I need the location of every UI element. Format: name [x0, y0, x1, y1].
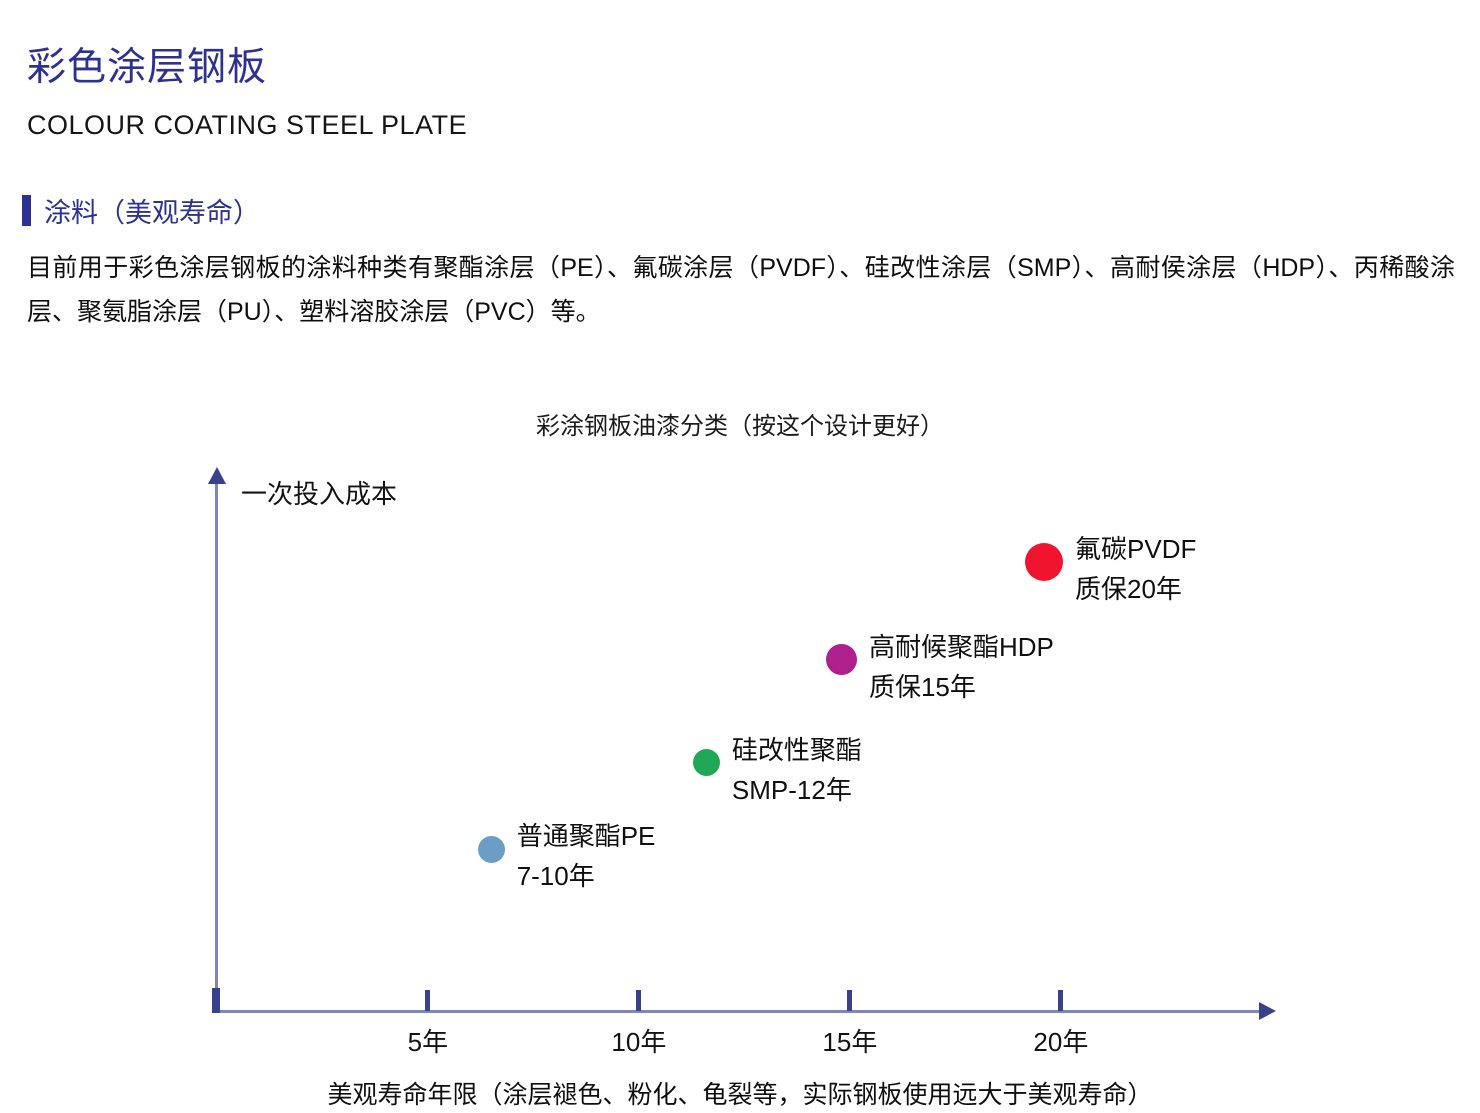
point-label-years: 质保15年 — [868, 671, 976, 702]
scatter-point-label: 氟碳PVDF 质保20年 — [1075, 529, 1196, 609]
point-label-name: 普通聚酯PE — [516, 821, 656, 852]
x-tick-label: 15年 — [822, 1027, 878, 1057]
scatter-point-dot — [825, 644, 857, 676]
y-axis-line — [215, 483, 218, 1012]
y-axis-arrow-icon — [208, 467, 226, 484]
page-subtitle: COLOUR COATING STEEL PLATE — [27, 110, 468, 140]
x-tick-label: 5年 — [407, 1027, 449, 1057]
x-axis-line — [217, 1010, 1259, 1013]
point-label-name: 氟碳PVDF — [1075, 534, 1197, 565]
scatter-point-dot — [477, 835, 505, 863]
scatter-point-label: 高耐候聚酯HDP 质保15年 — [869, 627, 1054, 707]
x-axis-arrow-icon — [1259, 1002, 1276, 1020]
scatter-point-label: 硅改性聚酯 SMP-12年 — [732, 730, 862, 810]
section-accent-bar — [22, 195, 31, 226]
x-tick-mark — [847, 990, 853, 1011]
y-axis-label: 一次投入成本 — [241, 479, 398, 509]
scatter-point-dot — [1025, 543, 1064, 582]
point-label-name: 硅改性聚酯 — [731, 734, 862, 765]
section-heading-label: 涂料（美观寿命） — [44, 198, 260, 228]
x-tick-mark — [636, 990, 642, 1011]
x-tick-label: 10年 — [611, 1027, 667, 1057]
x-tick-label: 20年 — [1033, 1027, 1089, 1057]
point-label-years: SMP-12年 — [731, 774, 852, 805]
point-label-years: 7-10年 — [516, 861, 595, 892]
point-label-years: 质保20年 — [1075, 574, 1182, 605]
x-axis-caption: 美观寿命年限（涂层褪色、粉化、龟裂等，实际钢板使用远大于美观寿命） — [327, 1081, 1153, 1109]
page-title: 彩色涂层钢板 — [27, 46, 268, 89]
x-tick-mark — [1058, 990, 1064, 1011]
chart-title: 彩涂钢板油漆分类（按这个设计更好） — [536, 413, 944, 440]
scatter-point-label: 普通聚酯PE 7-10年 — [517, 816, 656, 896]
point-label-name: 高耐候聚酯HDP — [868, 631, 1054, 662]
x-tick-mark — [425, 990, 431, 1011]
scatter-point-dot — [692, 749, 720, 777]
origin-tick — [212, 988, 220, 1013]
section-heading: 涂料（美观寿命） — [22, 191, 260, 230]
intro-paragraph: 目前用于彩色涂层钢板的涂料种类有聚酯涂层（PE）、氟碳涂层（PVDF）、硅改性涂… — [27, 254, 1455, 326]
